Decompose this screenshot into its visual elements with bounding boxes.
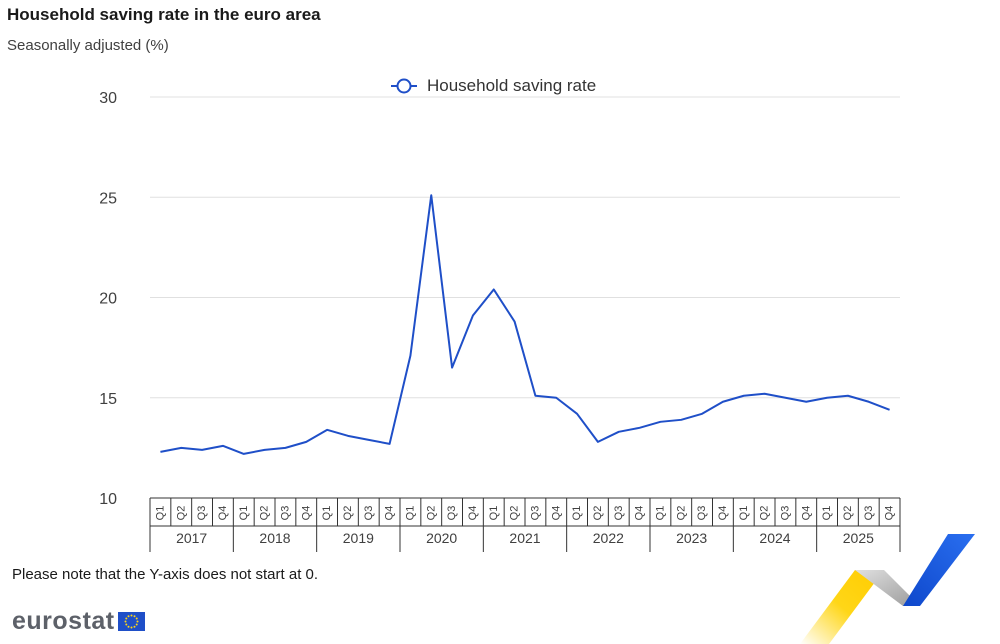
x-tick-label-year: 2022	[593, 530, 624, 546]
ribbon-yellow	[800, 570, 884, 644]
x-tick-label-year: 2023	[676, 530, 707, 546]
x-tick-label-year: 2025	[843, 530, 874, 546]
y-tick-label: 30	[99, 90, 117, 107]
legend[interactable]: Household saving rate	[391, 76, 596, 95]
y-tick-label: 25	[99, 190, 117, 207]
x-tick-label-quarter: Q3	[363, 506, 375, 521]
x-tick-label-year: 2017	[176, 530, 207, 546]
x-tick-label-quarter: Q3	[279, 506, 291, 521]
x-tick-label-quarter: Q2	[842, 506, 854, 521]
ribbon-blue	[903, 534, 975, 606]
x-tick-label-quarter: Q1	[654, 506, 666, 521]
x-tick-label-quarter: Q2	[342, 506, 354, 521]
chart-subtitle: Seasonally adjusted (%)	[7, 37, 169, 54]
x-tick-label-quarter: Q2	[592, 506, 604, 521]
x-tick-label-quarter: Q1	[238, 506, 250, 521]
x-tick-label-year: 2021	[509, 530, 540, 546]
x-axis: Q1 Q2 Q3 Q4 Q1 Q2 Q3 Q4 Q1 Q2 Q3 Q4 Q1 Q2 Q3 Q4 Q1 Q2 Q3 Q4…	[149, 497, 901, 552]
x-tick-label-quarter: Q2	[259, 506, 271, 521]
y-axis-note: Please note that the Y-axis does not sta…	[12, 566, 319, 583]
x-tick-label-quarter: Q4	[300, 506, 312, 521]
x-tick-label-quarter: Q3	[613, 506, 625, 521]
x-tick-label-quarter: Q2	[425, 506, 437, 521]
x-tick-label-quarter: Q3	[696, 506, 708, 521]
x-tick-label-quarter: Q4	[384, 506, 396, 521]
x-tick-label-quarter: Q2	[759, 506, 771, 521]
x-tick-label-quarter: Q2	[175, 506, 187, 521]
x-tick-label-quarter: Q1	[404, 506, 416, 521]
x-tick-label-quarter: Q1	[154, 506, 166, 521]
x-tick-label-quarter: Q1	[738, 506, 750, 521]
x-tick-label-quarter: Q3	[779, 506, 791, 521]
y-tick-label: 20	[99, 291, 117, 308]
x-tick-label-year: 2024	[759, 530, 790, 546]
x-tick-label-year: 2018	[259, 530, 290, 546]
y-axis-ticks: 10 15 20 25 30	[99, 90, 117, 508]
y-tick-label: 15	[99, 391, 117, 408]
gridlines	[150, 96, 900, 399]
x-tick-label-quarter: Q4	[217, 506, 229, 521]
x-tick-label-quarter: Q3	[863, 506, 875, 521]
x-tick-label-quarter: Q3	[529, 506, 541, 521]
series-line	[160, 194, 890, 455]
chart-title: Household saving rate in the euro area	[7, 5, 321, 24]
eurostat-logo: eurostat	[12, 609, 145, 634]
x-tick-label-year: 2020	[426, 530, 457, 546]
legend-label: Household saving rate	[427, 76, 596, 95]
x-tick-label-quarter: Q4	[634, 506, 646, 521]
x-tick-label-quarter: Q4	[800, 506, 812, 521]
x-tick-label-quarter: Q4	[467, 506, 479, 521]
x-tick-label-quarter: Q2	[509, 506, 521, 521]
eu-flag-icon	[117, 612, 145, 631]
x-tick-label-quarter: Q4	[884, 506, 896, 521]
x-tick-label-quarter: Q1	[571, 506, 583, 521]
x-tick-label-quarter: Q2	[675, 506, 687, 521]
ribbon-grey	[855, 570, 920, 606]
x-tick-label-quarter: Q4	[717, 506, 729, 521]
series-layer	[160, 194, 890, 455]
legend-circle-marker	[396, 78, 412, 94]
x-tick-label-year: 2019	[343, 530, 374, 546]
x-tick-label-quarter: Q1	[488, 506, 500, 521]
x-tick-label-quarter: Q1	[321, 506, 333, 521]
y-tick-label: 10	[99, 491, 117, 508]
x-tick-label-quarter: Q4	[550, 506, 562, 521]
x-tick-label-quarter: Q1	[821, 506, 833, 521]
x-tick-label-quarter: Q3	[196, 506, 208, 521]
logo-text: eurostat	[12, 607, 115, 635]
x-tick-label-quarter: Q3	[446, 506, 458, 521]
